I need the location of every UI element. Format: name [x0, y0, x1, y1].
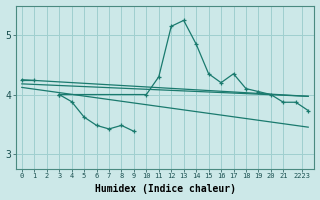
X-axis label: Humidex (Indice chaleur): Humidex (Indice chaleur) — [94, 184, 236, 194]
